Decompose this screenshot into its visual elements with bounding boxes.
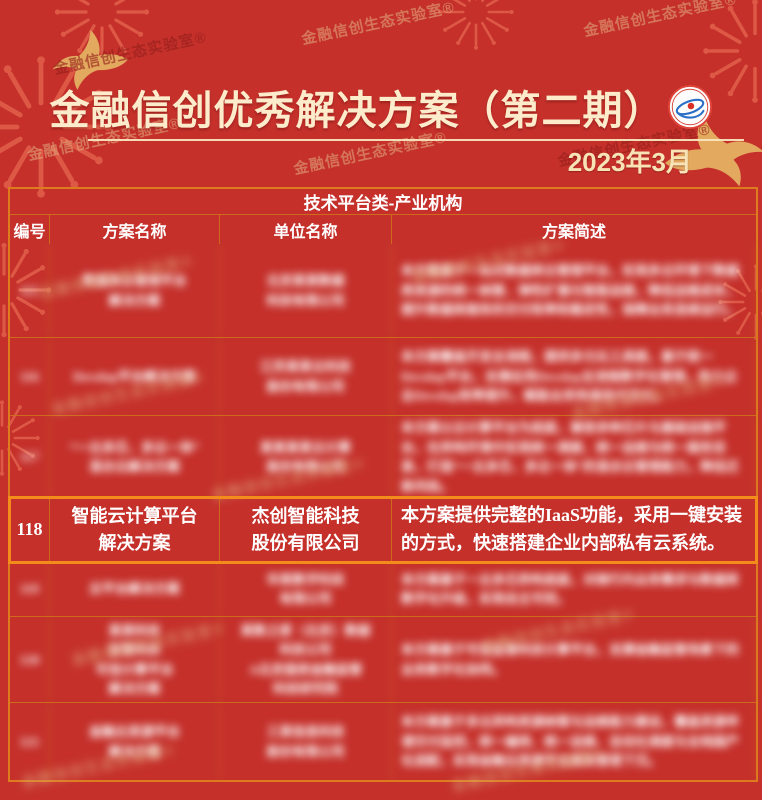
column-header-id: 编号 bbox=[10, 215, 50, 244]
table-column-headers: 编号 方案名称 单位名称 方案简述 bbox=[10, 215, 756, 244]
watermark: 金融信创生态实验室® bbox=[582, 0, 739, 41]
table-row: 116 Develop平台解决方案 江苏某某云科技 股份有限公司 本方案覆盖开发… bbox=[10, 338, 756, 422]
row-org: 三某信息科技 股份有限公司 bbox=[220, 703, 392, 780]
table-row: 121 金融云资源平台 解决方案 三某信息科技 股份有限公司 本方案基于多云异构… bbox=[10, 703, 756, 795]
row-brief: 本方案以云计算平台为底座，兼容多种芯片与基础设施平台，在异构环境中实现统一调度、… bbox=[392, 416, 756, 498]
row-name: 金融云资源平台 解决方案 bbox=[50, 703, 220, 780]
title-underline bbox=[88, 139, 744, 141]
table-row: 117 “一云多芯、多云一体” 混合云解决方案 某某某某云计算 股份有限公司 本… bbox=[10, 416, 756, 504]
row-org: 某数之家（北京）数据 科技公司 A北京国资金融监管 科技研究院 bbox=[220, 617, 392, 702]
row-brief: 本方案基于一云多芯异构底座，对接行内业务需求与数据库数字化升级，实现自主可控。 bbox=[401, 571, 740, 607]
row-id: 121 bbox=[10, 703, 50, 780]
column-header-org: 单位名称 bbox=[220, 215, 392, 244]
row-name: Develop平台解决方案 bbox=[50, 338, 220, 415]
row-brief: 本方案提供完整的IaaS功能，采用一键安装的方式，快速搭建企业内部私有云系统。 bbox=[401, 504, 743, 553]
table-row-highlighted: 118 智能云计算平台 解决方案 杰创智能科技 股份有限公司 本方案提供完整的I… bbox=[8, 496, 758, 564]
row-name: “一云多芯、多云一体” 混合云解决方案 bbox=[50, 416, 220, 498]
table-row: 120 某某科技 监管科技 可信计算平台 解决方案 某数之家（北京）数据 科技公… bbox=[10, 606, 756, 703]
row-brief: 本方案覆盖开发全流程，提供多元化工具链，基于统一Develop平台，支撑应用De… bbox=[392, 338, 756, 415]
column-header-name: 方案名称 bbox=[50, 215, 220, 244]
table-category-header: 技术平台类-产业机构 bbox=[10, 189, 756, 215]
fireworks-icon bbox=[52, 0, 152, 62]
category-header-label: 技术平台类-产业机构 bbox=[303, 194, 463, 213]
row-id: 117 bbox=[10, 416, 50, 498]
row-name: 智能云计算平台 解决方案 bbox=[50, 498, 220, 561]
page-title: 金融信创优秀解决方案（第二期） bbox=[49, 89, 665, 133]
header: 金融信创优秀解决方案（第二期） bbox=[0, 78, 762, 136]
row-brief: 本方案基于多云异构资源纳管与运维能力建设，覆盖资源申请交付监控，统一编排、统一运… bbox=[392, 703, 756, 780]
row-name: 数据库云管理平台 解决方案 bbox=[50, 244, 220, 337]
row-org: 江苏某某云科技 股份有限公司 bbox=[220, 338, 392, 415]
row-id: 118 bbox=[10, 498, 50, 561]
date-label: 2023年3月 bbox=[567, 147, 692, 177]
row-org: 华某数字科技 有限公司 bbox=[220, 562, 392, 616]
watermark: 金融信创生态实验室® bbox=[52, 28, 209, 79]
table-row: 115 数据库云管理平台 解决方案 北京某某数据 科技有限公司 本方案基于一站式… bbox=[10, 237, 756, 338]
row-id: 120 bbox=[10, 617, 50, 702]
row-name: 云平台解决方案 bbox=[50, 562, 220, 616]
row-org: 北京某某数据 科技有限公司 bbox=[220, 244, 392, 337]
row-name: 某某科技 监管科技 可信计算平台 解决方案 bbox=[50, 617, 220, 702]
table-row: 119 云平台解决方案 华某数字科技 有限公司 本方案基于一云多芯异构底座，对接… bbox=[10, 562, 756, 617]
atom-orbit-logo-icon bbox=[667, 84, 713, 130]
row-id: 116 bbox=[10, 338, 50, 415]
row-org: 某某某某云计算 股份有限公司 bbox=[220, 416, 392, 498]
solutions-table: 技术平台类-产业机构 编号 方案名称 单位名称 方案简述 115 数据库云管理平… bbox=[8, 187, 758, 795]
row-brief: 本方案基于一站式数据库云管理平台，实现多云环境下数据库资源的统一纳管、弹性扩展与… bbox=[392, 244, 756, 337]
fireworks-icon bbox=[436, 0, 516, 52]
row-org: 杰创智能科技 股份有限公司 bbox=[220, 498, 392, 561]
column-header-brief: 方案简述 bbox=[541, 223, 606, 241]
watermark: 金融信创生态实验室® bbox=[300, 0, 457, 49]
row-id: 115 bbox=[10, 244, 50, 337]
row-brief: 本方案基于可信监管科技计算平台，支撑金融监管场景下的业务数字化协同。 bbox=[392, 617, 756, 702]
row-id: 119 bbox=[10, 562, 50, 616]
